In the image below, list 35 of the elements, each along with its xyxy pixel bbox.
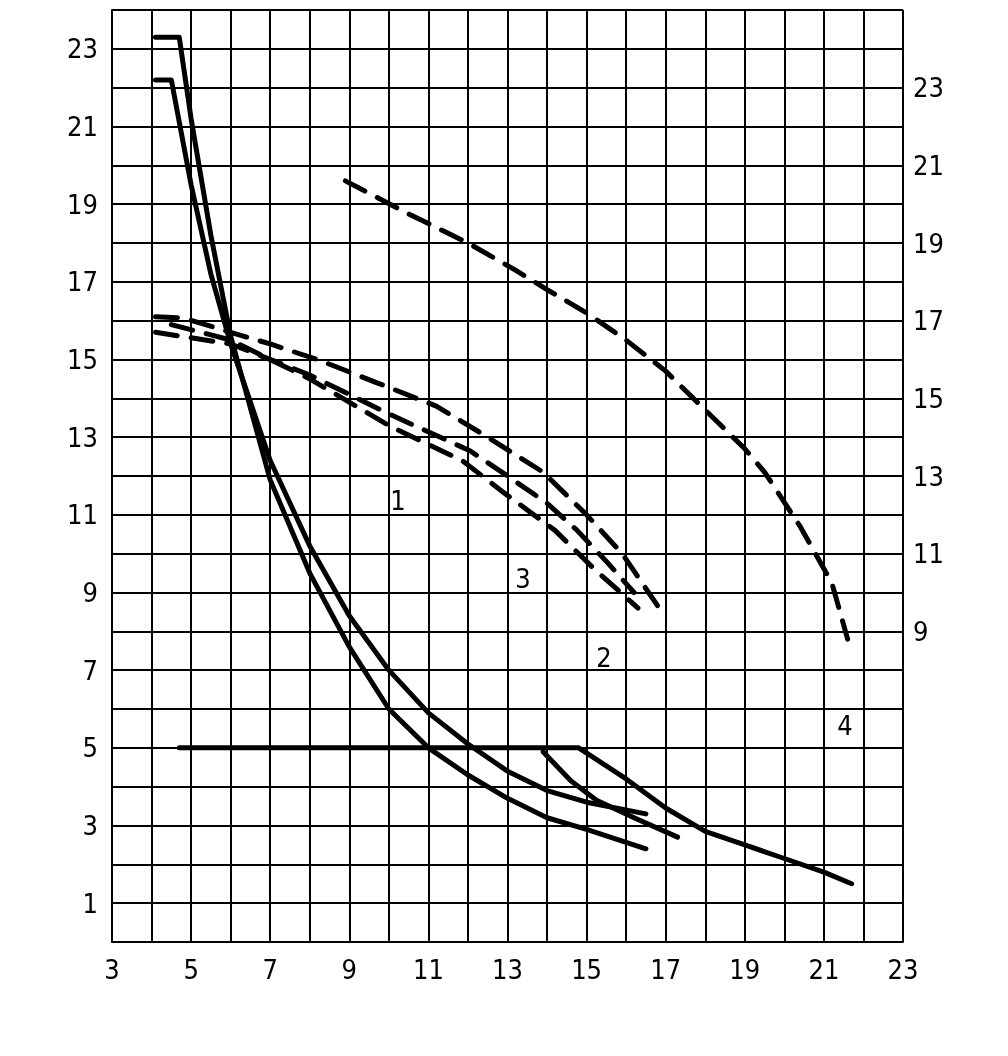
y2-tick-label: 9: [913, 615, 929, 647]
y-tick-label: 13: [67, 421, 98, 453]
x-tick-label: 3: [104, 954, 120, 985]
y2-tick-label: 15: [913, 382, 944, 414]
x-tick-label: 17: [650, 954, 682, 985]
x-tick-label: 7: [262, 954, 278, 985]
y-tick-label: 5: [82, 732, 98, 764]
y2-tick-label: 19: [913, 227, 944, 259]
x-tick-label: 13: [492, 954, 523, 985]
x-tick-label: 15: [571, 954, 603, 985]
x-tick-label: 11: [412, 954, 444, 985]
y-tick-label: 7: [82, 654, 98, 686]
x-tick-label: 21: [808, 954, 840, 985]
y2-tick-label: 17: [913, 305, 944, 337]
y-tick-label: 17: [67, 266, 98, 298]
x-tick-label: 5: [183, 954, 199, 985]
y2-tick-label: 13: [913, 460, 944, 492]
y-tick-label: 1: [82, 887, 98, 919]
y-tick-label: 19: [67, 188, 98, 220]
x-tick-label: 9: [341, 954, 358, 985]
annotation: 1: [390, 484, 406, 516]
y-tick-label: 21: [67, 111, 98, 142]
annotation: 2: [596, 641, 612, 673]
y2-tick-label: 11: [913, 538, 944, 570]
y2-tick-label: 23: [913, 72, 944, 104]
annotation: 4: [837, 709, 853, 741]
x-tick-label: 23: [887, 954, 919, 985]
x-tick-label: 19: [729, 954, 761, 985]
y2-tick-label: 21: [913, 149, 944, 181]
annotation: 3: [515, 562, 531, 594]
y-tick-label: 23: [67, 33, 98, 65]
y-tick-label: 15: [67, 344, 98, 375]
y-tick-label: 11: [67, 499, 98, 531]
y-tick-label: 3: [82, 810, 98, 841]
y-tick-label: 9: [82, 577, 98, 608]
